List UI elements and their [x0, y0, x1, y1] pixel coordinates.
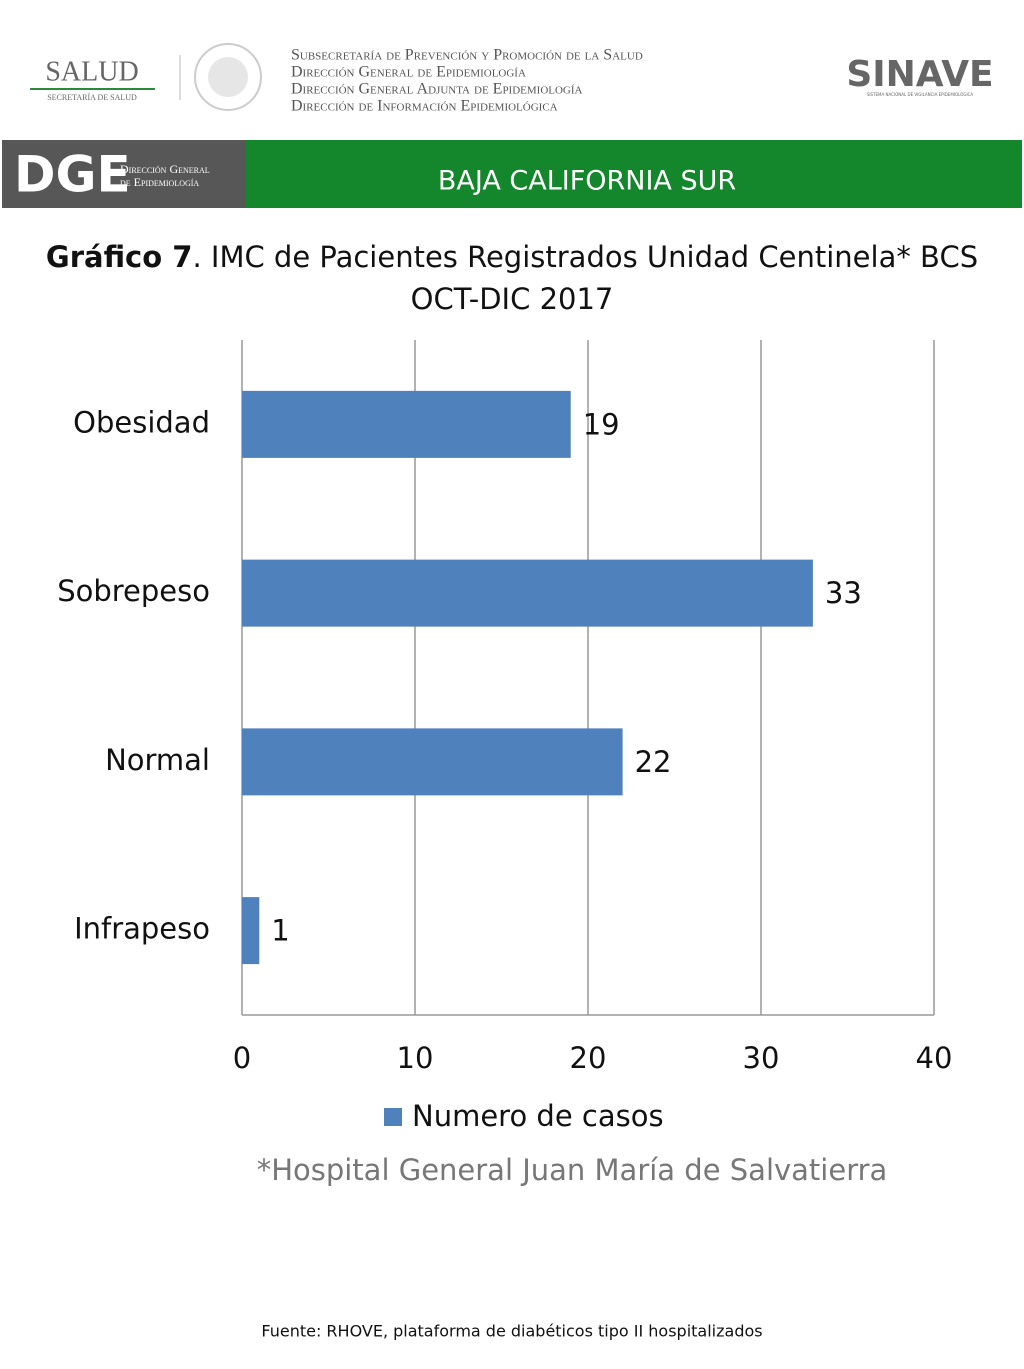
data-label: 22 [635, 745, 672, 779]
x-tick-label: 20 [570, 1041, 607, 1075]
sinave-logo: SINAVE [846, 54, 993, 95]
bar [242, 559, 813, 627]
y-tick-label: Infrapeso [74, 912, 210, 946]
legend-label: Numero de casos [412, 1099, 664, 1133]
dge-logo: DGE [14, 146, 131, 204]
salud-sub: SECRETARÍA DE SALUD [47, 92, 137, 102]
data-label: 1 [271, 914, 289, 948]
legend-swatch [384, 1108, 402, 1126]
footnote: *Hospital General Juan María de Salvatie… [257, 1153, 888, 1187]
source: Fuente: RHOVE, plataforma de diabéticos … [261, 1322, 762, 1341]
x-tick-label: 10 [397, 1041, 434, 1075]
bar [242, 728, 623, 796]
salud-logo: SALUD [45, 56, 138, 87]
dge-text: de Epidemiología [120, 175, 199, 189]
y-tick-label: Normal [105, 743, 210, 777]
sinave-sub: SISTEMA NACIONAL DE VIGILANCIA EPIDEMIOL… [867, 92, 974, 97]
header-line: Dirección de Información Epidemiológica [291, 98, 558, 115]
title-text: . IMC de Pacientes Registrados Unidad Ce… [192, 240, 979, 316]
data-label: 19 [583, 407, 620, 441]
dge-text: Dirección General [120, 162, 210, 176]
y-tick-label: Obesidad [73, 405, 210, 439]
plot: 0 10 20 30 40 Obesidad Sobrepeso Normal Infrapes… [57, 340, 952, 1133]
data-label: 33 [825, 576, 862, 610]
header-line: Subsecretaría de Prevención y Promoción … [291, 47, 643, 64]
header-line: Dirección General Adjunta de Epidemiolog… [291, 81, 583, 98]
y-tick-label: Sobrepeso [57, 574, 210, 608]
region: BAJA CALIFORNIA SUR [438, 166, 736, 197]
x-tick-label: 30 [743, 1041, 780, 1075]
header-line: Dirección General de Epidemiología [291, 64, 526, 81]
x-tick-label: 0 [233, 1041, 251, 1075]
title-label: Gráfico 7 [45, 240, 193, 274]
bar [242, 897, 260, 965]
bar [242, 390, 571, 458]
x-tick-label: 40 [916, 1041, 953, 1075]
chart-title: Gráfico 7. IMC de Pacientes Registrados … [40, 236, 984, 320]
